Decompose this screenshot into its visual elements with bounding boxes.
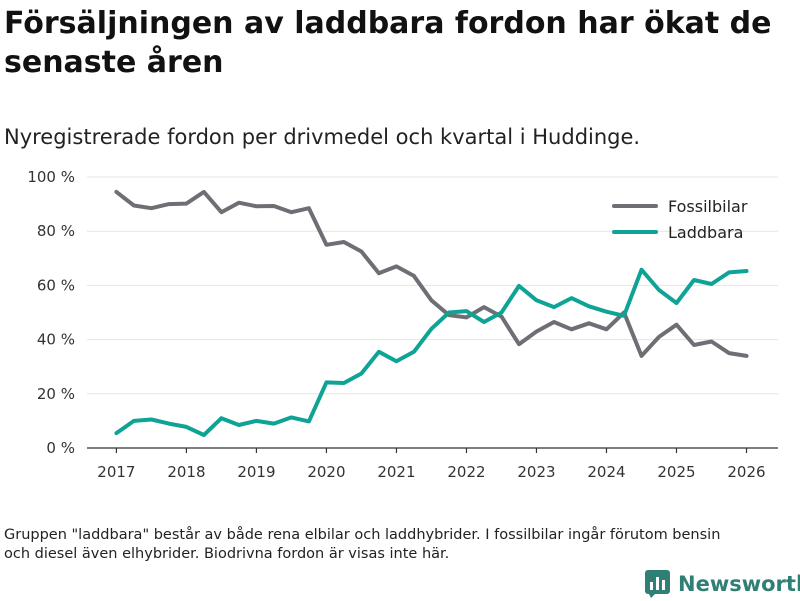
y-tick-label-40: 40 % xyxy=(37,331,75,349)
brand-logo: Newsworthy xyxy=(645,567,800,601)
x-tick-label-2020: 2020 xyxy=(307,463,345,481)
x-tick-label-2026: 2026 xyxy=(727,463,765,481)
y-tick-label-60: 60 % xyxy=(37,276,75,294)
x-tick-label-2019: 2019 xyxy=(237,463,275,481)
y-tick-label-80: 80 % xyxy=(37,222,75,240)
legend: Fossilbilar Laddbara xyxy=(612,197,748,242)
bar-chart-icon xyxy=(645,570,670,598)
x-tick-label-2025: 2025 xyxy=(657,463,695,481)
brand-name: Newsworthy xyxy=(678,572,800,596)
x-tick-label-2017: 2017 xyxy=(97,463,135,481)
y-tick-label-0: 0 % xyxy=(46,439,75,457)
x-tick-label-2023: 2023 xyxy=(517,463,555,481)
series-lines xyxy=(114,189,749,437)
footnote: Gruppen "laddbara" består av både rena e… xyxy=(4,526,794,564)
series-line-laddbara xyxy=(114,267,749,437)
legend-label-fossilbilar: Fossilbilar xyxy=(668,197,748,216)
y-tick-label-20: 20 % xyxy=(37,385,75,403)
x-tick-label-2022: 2022 xyxy=(447,463,485,481)
x-tick-label-2021: 2021 xyxy=(377,463,415,481)
footnote-line-1: Gruppen "laddbara" består av både rena e… xyxy=(4,527,721,543)
chart-title: Försäljningen av laddbara fordon har öka… xyxy=(4,6,772,80)
axis-tick-labels: 0 % 20 % 40 % 60 % 80 % 100 % 2017 2018 2019 2020… xyxy=(27,168,765,481)
legend-label-laddbara: Laddbara xyxy=(668,223,743,242)
footnote-line-2: och diesel även elhybrider. Biodrivna fo… xyxy=(4,546,450,562)
x-tick-label-2024: 2024 xyxy=(587,463,625,481)
x-tick-label-2018: 2018 xyxy=(167,463,205,481)
grid-lines xyxy=(87,176,778,449)
y-tick-label-100: 100 % xyxy=(27,168,75,186)
line-chart: 0 % 20 % 40 % 60 % 80 % 100 % 2017 2018 2019 2020… xyxy=(27,168,778,481)
chart-subtitle: Nyregistrerade fordon per drivmedel och … xyxy=(4,125,641,149)
series-line-fossilbilar xyxy=(114,189,749,358)
